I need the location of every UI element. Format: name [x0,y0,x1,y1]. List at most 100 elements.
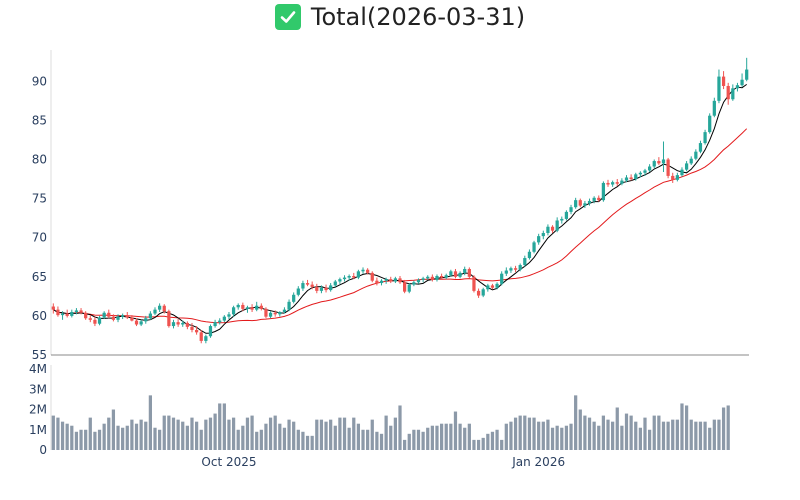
candle-body [537,236,541,243]
candle-body [569,207,573,212]
volume-bar [726,405,730,450]
candle-body [241,304,245,309]
candle-body [495,283,499,288]
price-y-tick-label: 75 [32,192,47,206]
candle-body [541,233,545,237]
volume-bar [403,439,407,450]
volume-bar [356,423,361,450]
volume-bar [139,419,143,450]
candle-body [513,268,518,270]
candle-body [324,287,328,291]
volume-bar [495,429,499,450]
candle-body [555,220,559,231]
volume-bar [70,425,74,450]
candle-body [661,159,666,164]
candle-body [158,305,162,310]
volume-bar [671,419,675,450]
candle-body [370,272,374,281]
candle-body [264,308,268,317]
volume-bar [102,423,106,450]
candle-body [162,305,166,312]
candle-body [333,281,337,286]
volume-bar [703,421,707,450]
candle-body [167,311,171,327]
volume-bar [319,419,324,450]
volume-bar [259,429,263,450]
candle-body [153,309,157,314]
volume-bar [569,423,573,450]
candle-body [176,322,180,325]
candle-body [310,284,314,287]
candle-body [84,312,88,319]
candle-body [652,161,656,167]
candle-body [463,268,467,273]
candle-body [171,322,176,327]
price-y-tick-label: 90 [32,74,47,88]
candle-body [134,320,139,325]
candle-body [93,319,97,324]
candle-body [597,197,601,201]
candle-body [292,294,296,302]
volume-bar [712,419,716,450]
chart-title: Total(2026-03-31) [310,3,526,31]
volume-bar [597,425,601,450]
candle-body [139,321,143,325]
volume-bar [624,413,629,450]
ma-long-line [53,128,748,324]
volume-bar [121,427,125,450]
candle-body [657,161,661,164]
candle-body [509,268,513,271]
volume-bar [416,429,421,450]
volume-bar [361,429,365,450]
candle-body [532,242,536,252]
candle-body [476,290,481,296]
candle-body [472,276,476,291]
candle-body [342,277,347,280]
candle-body [250,307,254,310]
candle-body [273,312,277,315]
price-y-tick-label: 80 [32,152,47,166]
volume-bar [574,395,578,450]
candle-body [490,285,495,288]
volume-bar [310,435,314,450]
candle-body [245,307,250,309]
volume-bar [546,419,550,450]
candle-body [527,251,532,259]
check-mark-icon [274,4,301,30]
ma-short-line [53,83,747,334]
candle-body [467,268,471,277]
volume-bar [97,429,102,450]
volume-bar [315,419,319,450]
volume-bar [185,425,189,450]
volume-bar [134,423,139,450]
candle-body [504,270,508,274]
volume-bar [541,421,545,450]
volume-bar [379,433,384,450]
volume-bar [79,429,83,450]
volume-bar [167,415,171,450]
candle-body [107,312,111,317]
volume-bar [282,427,287,450]
candle-body [208,326,213,337]
candle-body [255,305,259,310]
candle-body [740,79,744,86]
volume-panel: 0 1M 2M 3M 4M Oct 2025 Jan 2026 [29,362,730,469]
volume-bar [384,415,388,450]
volume-bar [694,421,698,450]
volume-bar [721,407,726,450]
volume-bar [564,425,569,450]
candle-body [199,332,203,341]
volume-bar [555,425,559,450]
candle-body [486,285,490,290]
candle-body [51,306,55,310]
chart-title-bar: Total(2026-03-31) [0,0,800,34]
volume-bar [153,427,157,450]
volume-bar [472,439,476,450]
volume-bar [273,415,277,450]
candle-body [546,226,550,233]
volume-bar [352,417,356,450]
volume-bar [689,419,693,450]
volume-bar [675,419,679,450]
volume-bar [241,425,245,450]
candle-body [694,151,698,159]
